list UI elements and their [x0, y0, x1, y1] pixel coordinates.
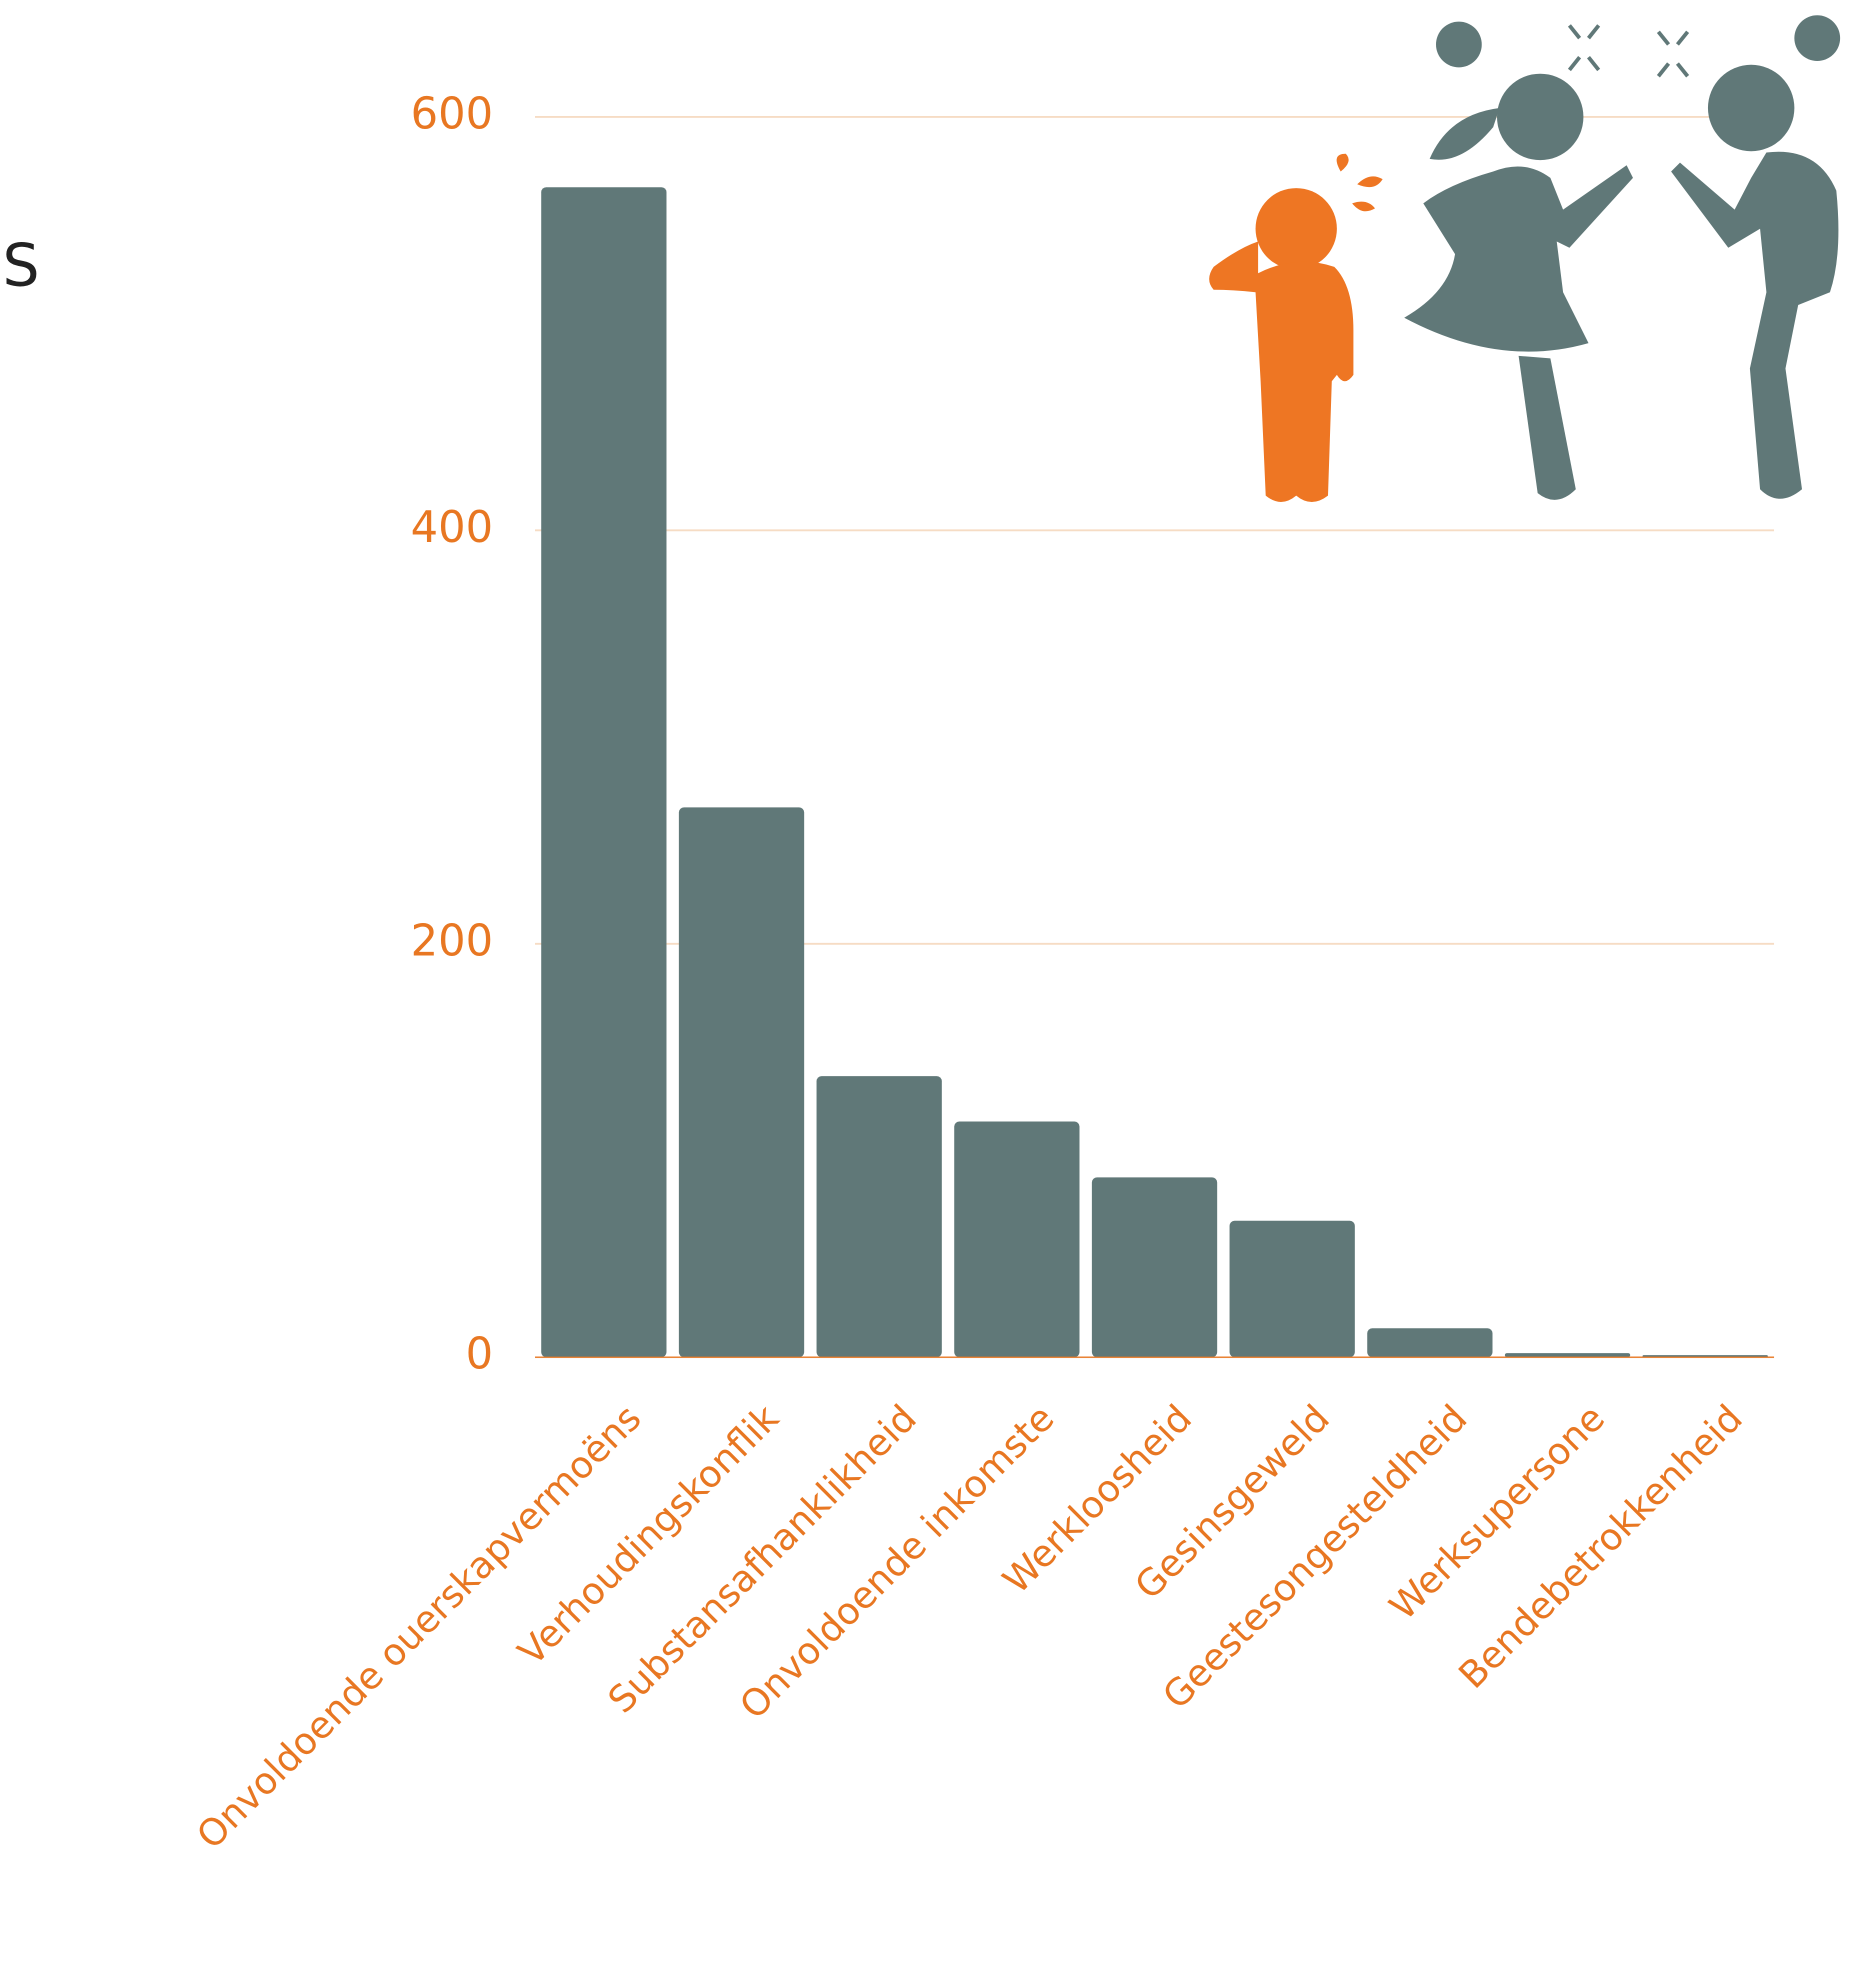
y-tick-label: 400 [411, 503, 493, 553]
bar [954, 1121, 1080, 1358]
bar [541, 187, 667, 1358]
y-tick-label: 600 [411, 89, 493, 139]
bar [816, 1076, 942, 1358]
bar [1367, 1328, 1493, 1358]
x-tick-label: Bendebetrokkenheid [1450, 1397, 1750, 1697]
bar [1229, 1220, 1355, 1358]
bar [678, 807, 805, 1358]
bar [1504, 1353, 1631, 1358]
illustration [1209, 15, 1841, 502]
bar [1091, 1177, 1218, 1358]
side-text: S [3, 232, 40, 300]
y-tick-label: 0 [466, 1330, 493, 1380]
bars [541, 187, 1768, 1358]
y-tick-label: 200 [411, 916, 493, 966]
x-tick-label: Verhoudingskonflik [510, 1396, 788, 1674]
